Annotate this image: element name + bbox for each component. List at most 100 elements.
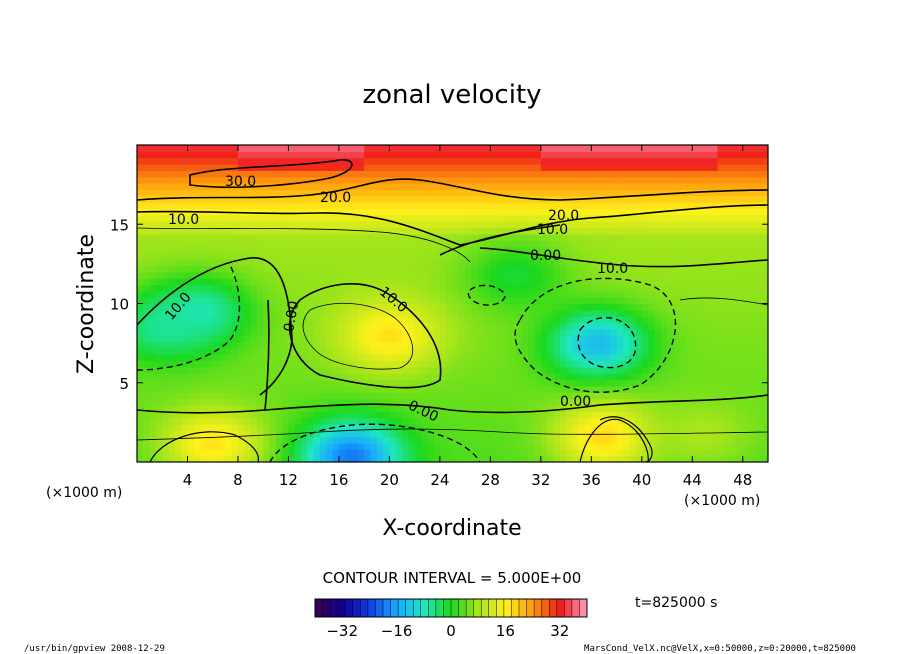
heatmap-cell bbox=[452, 379, 460, 387]
heatmap-cell bbox=[370, 151, 378, 159]
heatmap-cell bbox=[433, 189, 441, 197]
heatmap-cell bbox=[616, 442, 624, 450]
heatmap-cell bbox=[168, 392, 176, 400]
heatmap-cell bbox=[692, 347, 700, 355]
heatmap-cell bbox=[635, 271, 643, 279]
heatmap-cell bbox=[174, 195, 182, 203]
heatmap-cell bbox=[155, 170, 163, 178]
heatmap-cell bbox=[629, 233, 637, 241]
heatmap-cell bbox=[673, 385, 681, 393]
heatmap-cell bbox=[566, 208, 573, 216]
heatmap-cell bbox=[250, 240, 258, 248]
heatmap-cell bbox=[275, 221, 283, 229]
heatmap-cell bbox=[616, 195, 624, 203]
heatmap-cell bbox=[237, 271, 245, 279]
heatmap-cell bbox=[742, 297, 750, 305]
heatmap-cell bbox=[477, 417, 485, 425]
heatmap-cell bbox=[439, 385, 447, 393]
heatmap-cell bbox=[490, 297, 498, 305]
heatmap-cell bbox=[275, 195, 283, 203]
heatmap-cell bbox=[711, 373, 719, 381]
heatmap-cell bbox=[288, 354, 296, 362]
heatmap-cell bbox=[521, 449, 529, 457]
heatmap-cell bbox=[471, 145, 479, 152]
heatmap-cell bbox=[282, 303, 290, 311]
heatmap-cell bbox=[749, 316, 756, 324]
heatmap-cell bbox=[256, 278, 264, 286]
heatmap-cell bbox=[685, 360, 693, 368]
heatmap-cell bbox=[648, 202, 656, 209]
heatmap-cell bbox=[484, 316, 491, 324]
heatmap-cell bbox=[225, 214, 233, 222]
heatmap-cell bbox=[641, 157, 649, 165]
heatmap-cell bbox=[755, 170, 763, 178]
heatmap-cell bbox=[433, 366, 441, 374]
heatmap-cell bbox=[597, 278, 605, 286]
heatmap-cell bbox=[673, 164, 681, 171]
heatmap-cell bbox=[629, 176, 637, 184]
heatmap-cell bbox=[307, 195, 315, 203]
heatmap-cell bbox=[244, 335, 252, 343]
heatmap-cell bbox=[187, 411, 195, 419]
heatmap-cell bbox=[471, 176, 479, 184]
heatmap-cell bbox=[395, 278, 403, 286]
heatmap-cell bbox=[345, 214, 353, 222]
heatmap-cell bbox=[376, 145, 384, 152]
heatmap-cell bbox=[465, 170, 473, 178]
heatmap-cell bbox=[742, 455, 750, 462]
heatmap-cell bbox=[509, 379, 517, 387]
heatmap-cell bbox=[250, 290, 258, 298]
heatmap-cell bbox=[641, 455, 649, 462]
heatmap-cell bbox=[477, 430, 485, 438]
heatmap-cell bbox=[414, 221, 422, 229]
heatmap-cell bbox=[313, 208, 321, 216]
heatmap-cell bbox=[723, 455, 731, 462]
heatmap-cell bbox=[723, 252, 731, 260]
heatmap-cell bbox=[446, 278, 454, 286]
heatmap-cell bbox=[351, 246, 359, 254]
heatmap-cell bbox=[685, 316, 693, 324]
heatmap-cell bbox=[490, 455, 498, 462]
heatmap-cell bbox=[395, 341, 403, 349]
heatmap-cell bbox=[446, 449, 454, 457]
heatmap-cell bbox=[711, 316, 719, 324]
heatmap-cell bbox=[319, 297, 327, 305]
heatmap-cell bbox=[509, 455, 517, 462]
heatmap-cell bbox=[591, 195, 599, 203]
heatmap-cell bbox=[597, 189, 605, 197]
heatmap-cell bbox=[591, 360, 599, 368]
heatmap-cell bbox=[704, 398, 712, 406]
heatmap-cell bbox=[351, 195, 359, 203]
heatmap-cell bbox=[351, 157, 359, 165]
heatmap-cell bbox=[521, 398, 529, 406]
heatmap-cell bbox=[332, 335, 340, 343]
heatmap-cell bbox=[244, 411, 252, 419]
heatmap-cell bbox=[402, 309, 409, 317]
heatmap-cell bbox=[364, 335, 372, 343]
heatmap-cell bbox=[149, 398, 157, 406]
heatmap-cell bbox=[389, 309, 397, 317]
heatmap-cell bbox=[629, 214, 637, 222]
heatmap-cell bbox=[137, 449, 144, 457]
heatmap-cell bbox=[433, 164, 441, 171]
heatmap-cell bbox=[275, 436, 283, 444]
heatmap-cell bbox=[534, 322, 542, 330]
heatmap-cell bbox=[553, 246, 561, 254]
heatmap-cell bbox=[155, 183, 163, 190]
heatmap-cell bbox=[332, 221, 340, 229]
heatmap-cell bbox=[534, 227, 542, 235]
heatmap-cell bbox=[521, 202, 529, 209]
heatmap-cell bbox=[458, 411, 466, 419]
heatmap-cell bbox=[332, 208, 340, 216]
heatmap-cell bbox=[326, 290, 334, 298]
heatmap-cell bbox=[742, 442, 750, 450]
heatmap-cell bbox=[332, 354, 340, 362]
heatmap-cell bbox=[458, 202, 466, 209]
heatmap-cell bbox=[256, 430, 264, 438]
heatmap-cell bbox=[206, 347, 214, 355]
heatmap-cell bbox=[730, 271, 738, 279]
heatmap-cell bbox=[326, 436, 334, 444]
heatmap-cell bbox=[168, 164, 176, 171]
heatmap-cell bbox=[219, 373, 226, 381]
heatmap-cell bbox=[761, 297, 768, 305]
